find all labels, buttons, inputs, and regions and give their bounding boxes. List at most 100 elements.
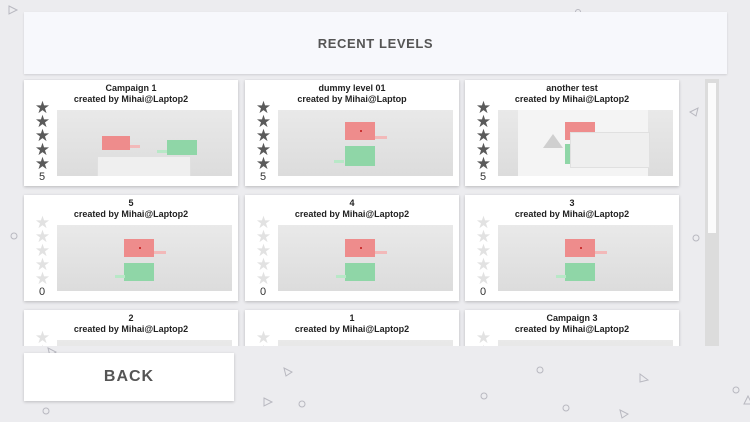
level-title: 4 — [349, 198, 355, 208]
star-rating: ★★★★★ — [33, 98, 53, 173]
level-card[interactable]: another test created by Mihai@Laptop2 ★ ★ ★ ★… — [465, 80, 679, 186]
level-preview-image — [57, 225, 232, 291]
star-icon[interactable]: ★ — [34, 126, 51, 145]
page-title: RECENT LEVELS — [317, 35, 434, 51]
star-icon[interactable]: ★ — [34, 255, 51, 274]
star-icon[interactable]: ★ — [255, 227, 272, 246]
preview-block — [336, 275, 346, 278]
level-preview-image — [57, 340, 232, 346]
scrollbar[interactable] — [705, 79, 719, 346]
level-author: created by Mihai@Laptop2 — [514, 94, 630, 104]
level-author: created by Mihai@Laptop2 — [73, 94, 189, 104]
star-icon[interactable]: ★ — [475, 140, 492, 159]
star-rating: ★★★★★ — [254, 213, 274, 288]
star-icon[interactable]: ★ — [34, 213, 51, 232]
preview-block — [565, 263, 595, 281]
level-author: created by Mihai@Laptop2 — [294, 209, 410, 219]
level-grid[interactable]: Campaign 1 created by Mihai@Laptop2 ★ ★ ★ ★ ★ 5… — [22, 79, 687, 346]
level-author: created by Mihai@Laptop2 — [514, 324, 630, 334]
level-author: created by Mihai@Laptop2 — [514, 209, 630, 219]
preview-block — [124, 263, 154, 281]
star-icon[interactable]: ★ — [34, 227, 51, 246]
star-rating: ★★★★★ — [474, 328, 494, 346]
preview-block — [157, 150, 167, 153]
rating-count: 5 — [38, 171, 46, 183]
star-icon[interactable]: ★ — [255, 328, 272, 346]
preview-block — [595, 251, 607, 254]
back-button[interactable]: BACK — [24, 353, 234, 401]
rating-count: 5 — [479, 171, 487, 183]
level-title: 5 — [128, 198, 134, 208]
level-card[interactable]: 4 created by Mihai@Laptop2 ★ ★ ★ ★ ★ 0 — [245, 195, 459, 301]
level-card[interactable]: dummy level 01 created by Mihai@Laptop ★ ★ ★… — [245, 80, 459, 186]
level-card[interactable]: Campaign 1 created by Mihai@Laptop2 ★ ★ ★ ★ ★ 5 — [24, 80, 238, 186]
star-icon[interactable]: ★ — [255, 126, 272, 145]
star-icon[interactable]: ★ — [33, 343, 52, 346]
star-icon[interactable]: ★ — [34, 154, 51, 173]
rating-count: 0 — [38, 286, 46, 298]
star-icon[interactable]: ★ — [34, 328, 51, 346]
star-rating: ★★★★★ — [33, 213, 53, 288]
star-icon[interactable]: ★ — [34, 140, 51, 159]
preview-block — [556, 275, 566, 278]
star-icon[interactable]: ★ — [34, 112, 51, 131]
level-card[interactable]: 5 created by Mihai@Laptop2 ★ ★ ★ ★ ★ 0 — [24, 195, 238, 301]
star-icon[interactable]: ★ — [34, 98, 51, 117]
rating-count: 0 — [259, 286, 267, 298]
star-icon[interactable]: ★ — [475, 328, 492, 346]
back-button-label: BACK — [103, 368, 155, 385]
star-icon[interactable]: ★ — [255, 154, 272, 173]
star-rating: ★★★★★ — [474, 98, 494, 173]
scrollbar-thumb[interactable] — [708, 83, 716, 233]
preview-block — [360, 130, 362, 132]
star-icon[interactable]: ★ — [475, 241, 492, 260]
star-icon[interactable]: ★ — [34, 269, 51, 288]
level-title: Campaign 3 — [546, 313, 598, 323]
preview-block — [570, 132, 650, 168]
star-icon[interactable]: ★ — [475, 154, 492, 173]
star-icon[interactable]: ★ — [475, 269, 492, 288]
star-rating: ★★★★★ — [474, 213, 494, 288]
star-icon[interactable]: ★ — [255, 241, 272, 260]
preview-block — [115, 275, 125, 278]
header-bar: RECENT LEVELS — [24, 12, 727, 74]
star-icon[interactable]: ★ — [255, 269, 272, 288]
level-title: another test — [546, 83, 598, 93]
star-icon[interactable]: ★ — [34, 241, 51, 260]
level-title: 3 — [569, 198, 575, 208]
star-icon[interactable]: ★ — [255, 140, 272, 159]
star-icon[interactable]: ★ — [255, 112, 272, 131]
level-preview-image — [498, 225, 673, 291]
level-preview-image — [57, 110, 232, 176]
star-icon[interactable]: ★ — [474, 343, 493, 346]
level-title: 1 — [349, 313, 355, 323]
star-icon[interactable]: ★ — [255, 98, 272, 117]
star-rating: ★★★★★ — [254, 98, 274, 173]
preview-block — [360, 247, 362, 249]
star-icon[interactable]: ★ — [475, 213, 492, 232]
star-icon[interactable]: ★ — [475, 227, 492, 246]
rating-count: 5 — [259, 171, 267, 183]
level-title: 2 — [128, 313, 134, 323]
level-preview-image — [498, 110, 673, 176]
star-icon[interactable]: ★ — [255, 213, 272, 232]
rating-count: 0 — [479, 286, 487, 298]
star-icon[interactable]: ★ — [254, 343, 273, 346]
preview-block — [345, 263, 375, 281]
preview-block — [334, 160, 344, 163]
level-preview-image — [498, 340, 673, 346]
star-icon[interactable]: ★ — [475, 255, 492, 274]
level-title: Campaign 1 — [105, 83, 157, 93]
star-icon[interactable]: ★ — [475, 126, 492, 145]
star-icon[interactable]: ★ — [475, 112, 492, 131]
level-author: created by Mihai@Laptop2 — [73, 209, 189, 219]
star-icon[interactable]: ★ — [475, 98, 492, 117]
level-card[interactable]: 3 created by Mihai@Laptop2 ★ ★ ★ ★ ★ 0 — [465, 195, 679, 301]
star-icon[interactable]: ★ — [255, 255, 272, 274]
level-preview-image — [278, 225, 453, 291]
preview-block — [167, 140, 197, 155]
preview-block — [580, 247, 582, 249]
